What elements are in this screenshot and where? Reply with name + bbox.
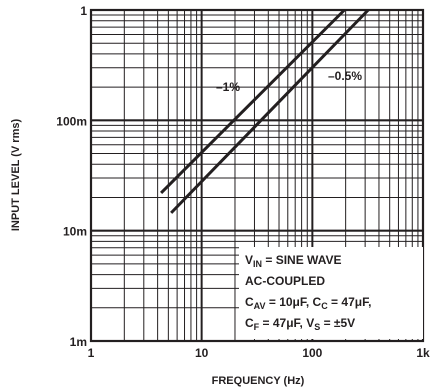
- y-tick-label: 10m: [63, 225, 87, 239]
- conditions-box: VIN = SINE WAVE AC-COUPLED CAV = 10μF, C…: [239, 247, 423, 339]
- x-tick-label: 1k: [416, 346, 430, 360]
- y-tick-label: 100m: [56, 114, 87, 128]
- plot-border: [89, 8, 425, 343]
- conditions-box-bg: [239, 247, 423, 339]
- series-label-0-5pct: –0.5%: [328, 69, 362, 83]
- x-tick-label: 10: [195, 346, 209, 360]
- series-line-1: [160, 8, 346, 194]
- y-tick-label: 1m: [70, 335, 87, 349]
- series-label-1pct: –1%: [216, 80, 240, 94]
- series-line-2: [170, 8, 370, 214]
- condition-line-3: CAV = 10μF, CC = 47μF,: [245, 295, 371, 311]
- tick-labels: 1 10 100 1k 1m 10m 100m 1: [56, 4, 430, 360]
- condition-line-4: CF = 47μF, VS = ±5V: [245, 316, 355, 332]
- x-axis-title: FREQUENCY (Hz): [212, 375, 305, 387]
- series-layer: [160, 8, 370, 214]
- condition-line-1: VIN = SINE WAVE: [245, 253, 341, 269]
- y-axis-title: INPUT LEVEL (V rms): [10, 119, 22, 232]
- x-tick-label: 100: [302, 346, 322, 360]
- y-tick-label: 1: [80, 4, 87, 18]
- x-tick-label: 1: [88, 346, 95, 360]
- condition-line-2: AC-COUPLED: [245, 274, 325, 288]
- plot-frame: [89, 8, 425, 343]
